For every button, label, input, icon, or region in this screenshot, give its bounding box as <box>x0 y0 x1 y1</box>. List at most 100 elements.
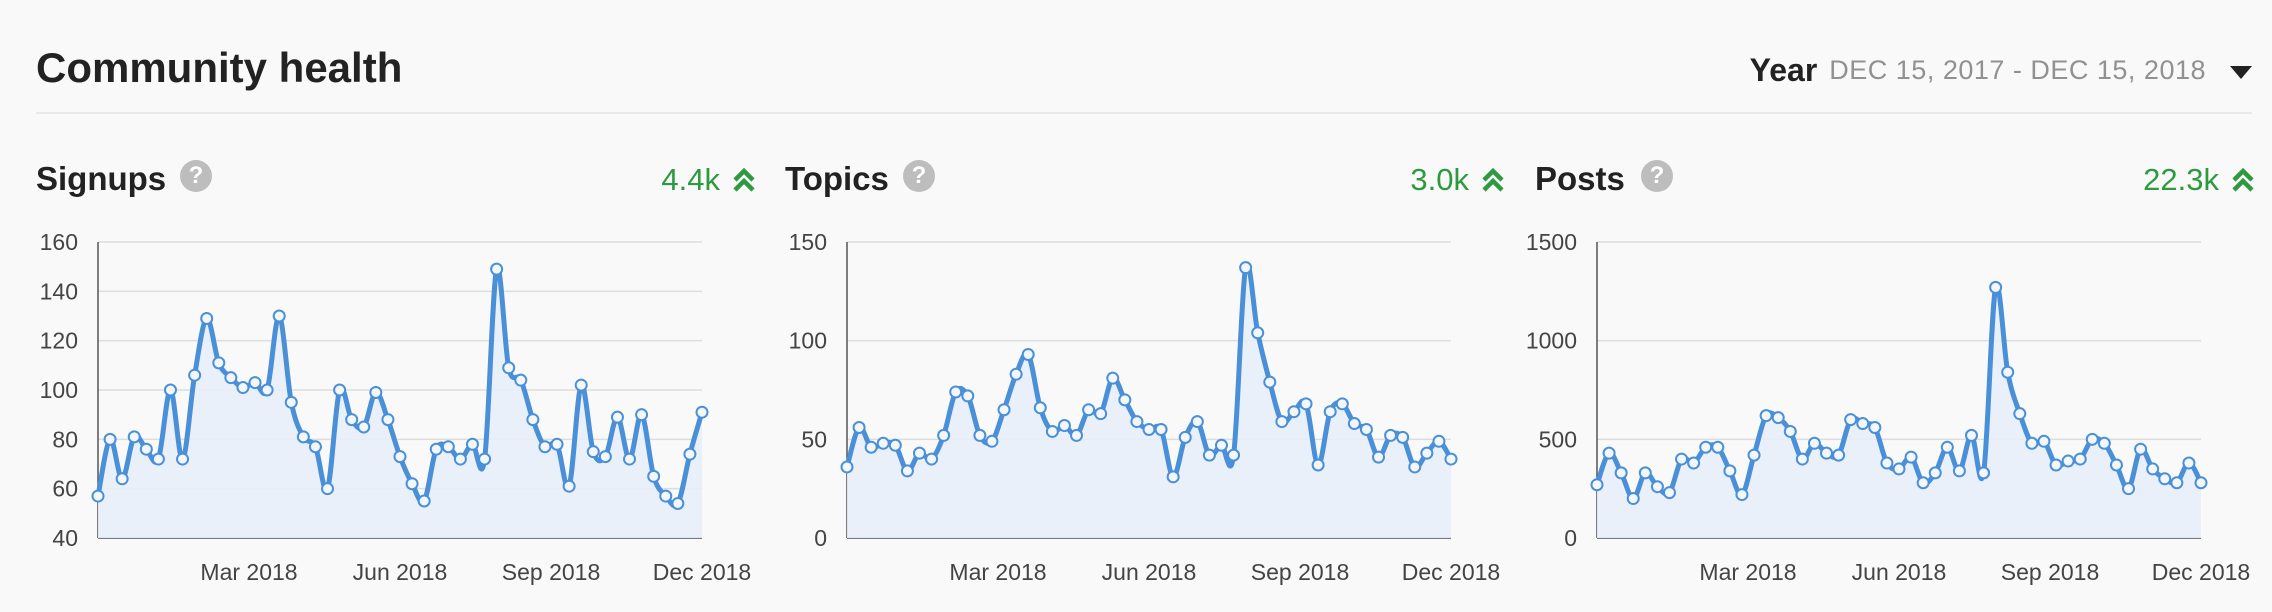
data-point <box>1880 456 1894 470</box>
data-point <box>284 395 298 409</box>
data-point <box>1590 478 1604 492</box>
period-selector[interactable]: Year DEC 15, 2017 - DEC 15, 2018 <box>1750 52 2252 89</box>
data-point <box>2025 436 2039 450</box>
data-point <box>224 371 238 385</box>
data-point <box>151 452 165 466</box>
double-chevron-up-icon <box>732 166 756 194</box>
panel-signups: Signups ? 4.4k 40 60 80 100 120 140 160 Mar 201… <box>36 150 756 610</box>
data-point <box>695 405 709 419</box>
x-tick-label: Jun 2018 <box>1102 559 1197 585</box>
data-point <box>429 442 443 456</box>
data-point <box>1977 466 1991 480</box>
data-point <box>925 452 939 466</box>
trend-indicator[interactable]: 22.3k <box>2143 162 2255 198</box>
data-point <box>1335 397 1349 411</box>
data-point <box>1082 403 1096 417</box>
panel-header: Signups ? 4.4k <box>36 150 756 206</box>
data-point <box>1964 428 1978 442</box>
data-point <box>2146 462 2160 476</box>
data-point <box>683 447 697 461</box>
data-point <box>1323 405 1337 419</box>
series-area <box>98 269 702 538</box>
data-point <box>562 479 576 493</box>
x-tick-label: Mar 2018 <box>200 559 297 585</box>
data-point <box>840 460 854 474</box>
data-point <box>574 378 588 392</box>
y-tick-label: 1000 <box>1526 328 1577 354</box>
data-point <box>1202 448 1216 462</box>
data-point <box>441 440 455 454</box>
data-point <box>623 452 637 466</box>
data-point <box>1735 488 1749 502</box>
data-point <box>393 450 407 464</box>
question-icon[interactable]: ? <box>903 160 935 192</box>
data-point <box>1940 440 1954 454</box>
data-point <box>1190 415 1204 429</box>
data-point <box>357 420 371 434</box>
data-point <box>900 464 914 478</box>
data-point <box>1287 405 1301 419</box>
data-point <box>1771 411 1785 425</box>
y-tick-label: 140 <box>40 278 78 304</box>
data-point <box>236 381 250 395</box>
data-point <box>1347 417 1361 431</box>
data-point <box>1675 452 1689 466</box>
data-point <box>1299 397 1313 411</box>
trend-value: 4.4k <box>661 162 720 197</box>
data-point <box>2170 476 2184 490</box>
x-tick-label: Mar 2018 <box>1699 559 1796 585</box>
data-point <box>260 383 274 397</box>
y-tick-label: 100 <box>40 377 78 403</box>
data-point <box>1070 428 1084 442</box>
data-point <box>139 442 153 456</box>
data-point <box>1602 446 1616 460</box>
data-point <box>1638 466 1652 480</box>
trend-indicator[interactable]: 3.0k <box>1410 162 1505 198</box>
data-point <box>1662 486 1676 500</box>
panel-header: Topics ? 3.0k <box>785 150 1505 206</box>
page-title: Community health <box>36 44 403 91</box>
data-point <box>1928 466 1942 480</box>
data-point <box>453 452 467 466</box>
data-point <box>405 477 419 491</box>
data-point <box>888 438 902 452</box>
panel-title: Signups <box>36 160 167 197</box>
data-point <box>1432 434 1446 448</box>
data-point <box>1311 458 1325 472</box>
data-point <box>1626 492 1640 506</box>
data-point <box>2109 458 2123 472</box>
data-point <box>1444 452 1458 466</box>
data-point <box>115 472 129 486</box>
trend-indicator[interactable]: 4.4k <box>661 162 756 198</box>
data-point <box>333 383 347 397</box>
question-icon[interactable]: ? <box>1641 160 1673 192</box>
data-point <box>659 489 673 503</box>
data-point <box>1856 417 1870 431</box>
data-point <box>2073 452 2087 466</box>
data-point <box>1868 420 1882 434</box>
data-point <box>985 434 999 448</box>
data-point <box>598 450 612 464</box>
series-area <box>1597 287 2201 538</box>
x-tick-label: Dec 2018 <box>1402 559 1500 585</box>
data-point <box>671 496 685 510</box>
data-point <box>1396 430 1410 444</box>
trend-value: 3.0k <box>1410 162 1469 197</box>
data-point <box>1251 326 1265 340</box>
data-point <box>321 482 335 496</box>
data-point <box>1783 424 1797 438</box>
data-point <box>1747 448 1761 462</box>
question-icon[interactable]: ? <box>180 160 212 192</box>
x-tick-label: Sep 2018 <box>2001 559 2099 585</box>
x-tick-label: Dec 2018 <box>2152 559 2250 585</box>
panel-topics: Topics ? 3.0k 0 50 100 150 Mar 2018 Jun 2018 S… <box>785 150 1505 610</box>
x-tick-label: Sep 2018 <box>502 559 600 585</box>
data-point <box>852 420 866 434</box>
data-point <box>1614 466 1628 480</box>
data-point <box>478 452 492 466</box>
data-point <box>1094 407 1108 421</box>
data-point <box>1372 450 1386 464</box>
data-point <box>550 437 564 451</box>
data-point <box>1130 415 1144 429</box>
data-point <box>1711 440 1725 454</box>
